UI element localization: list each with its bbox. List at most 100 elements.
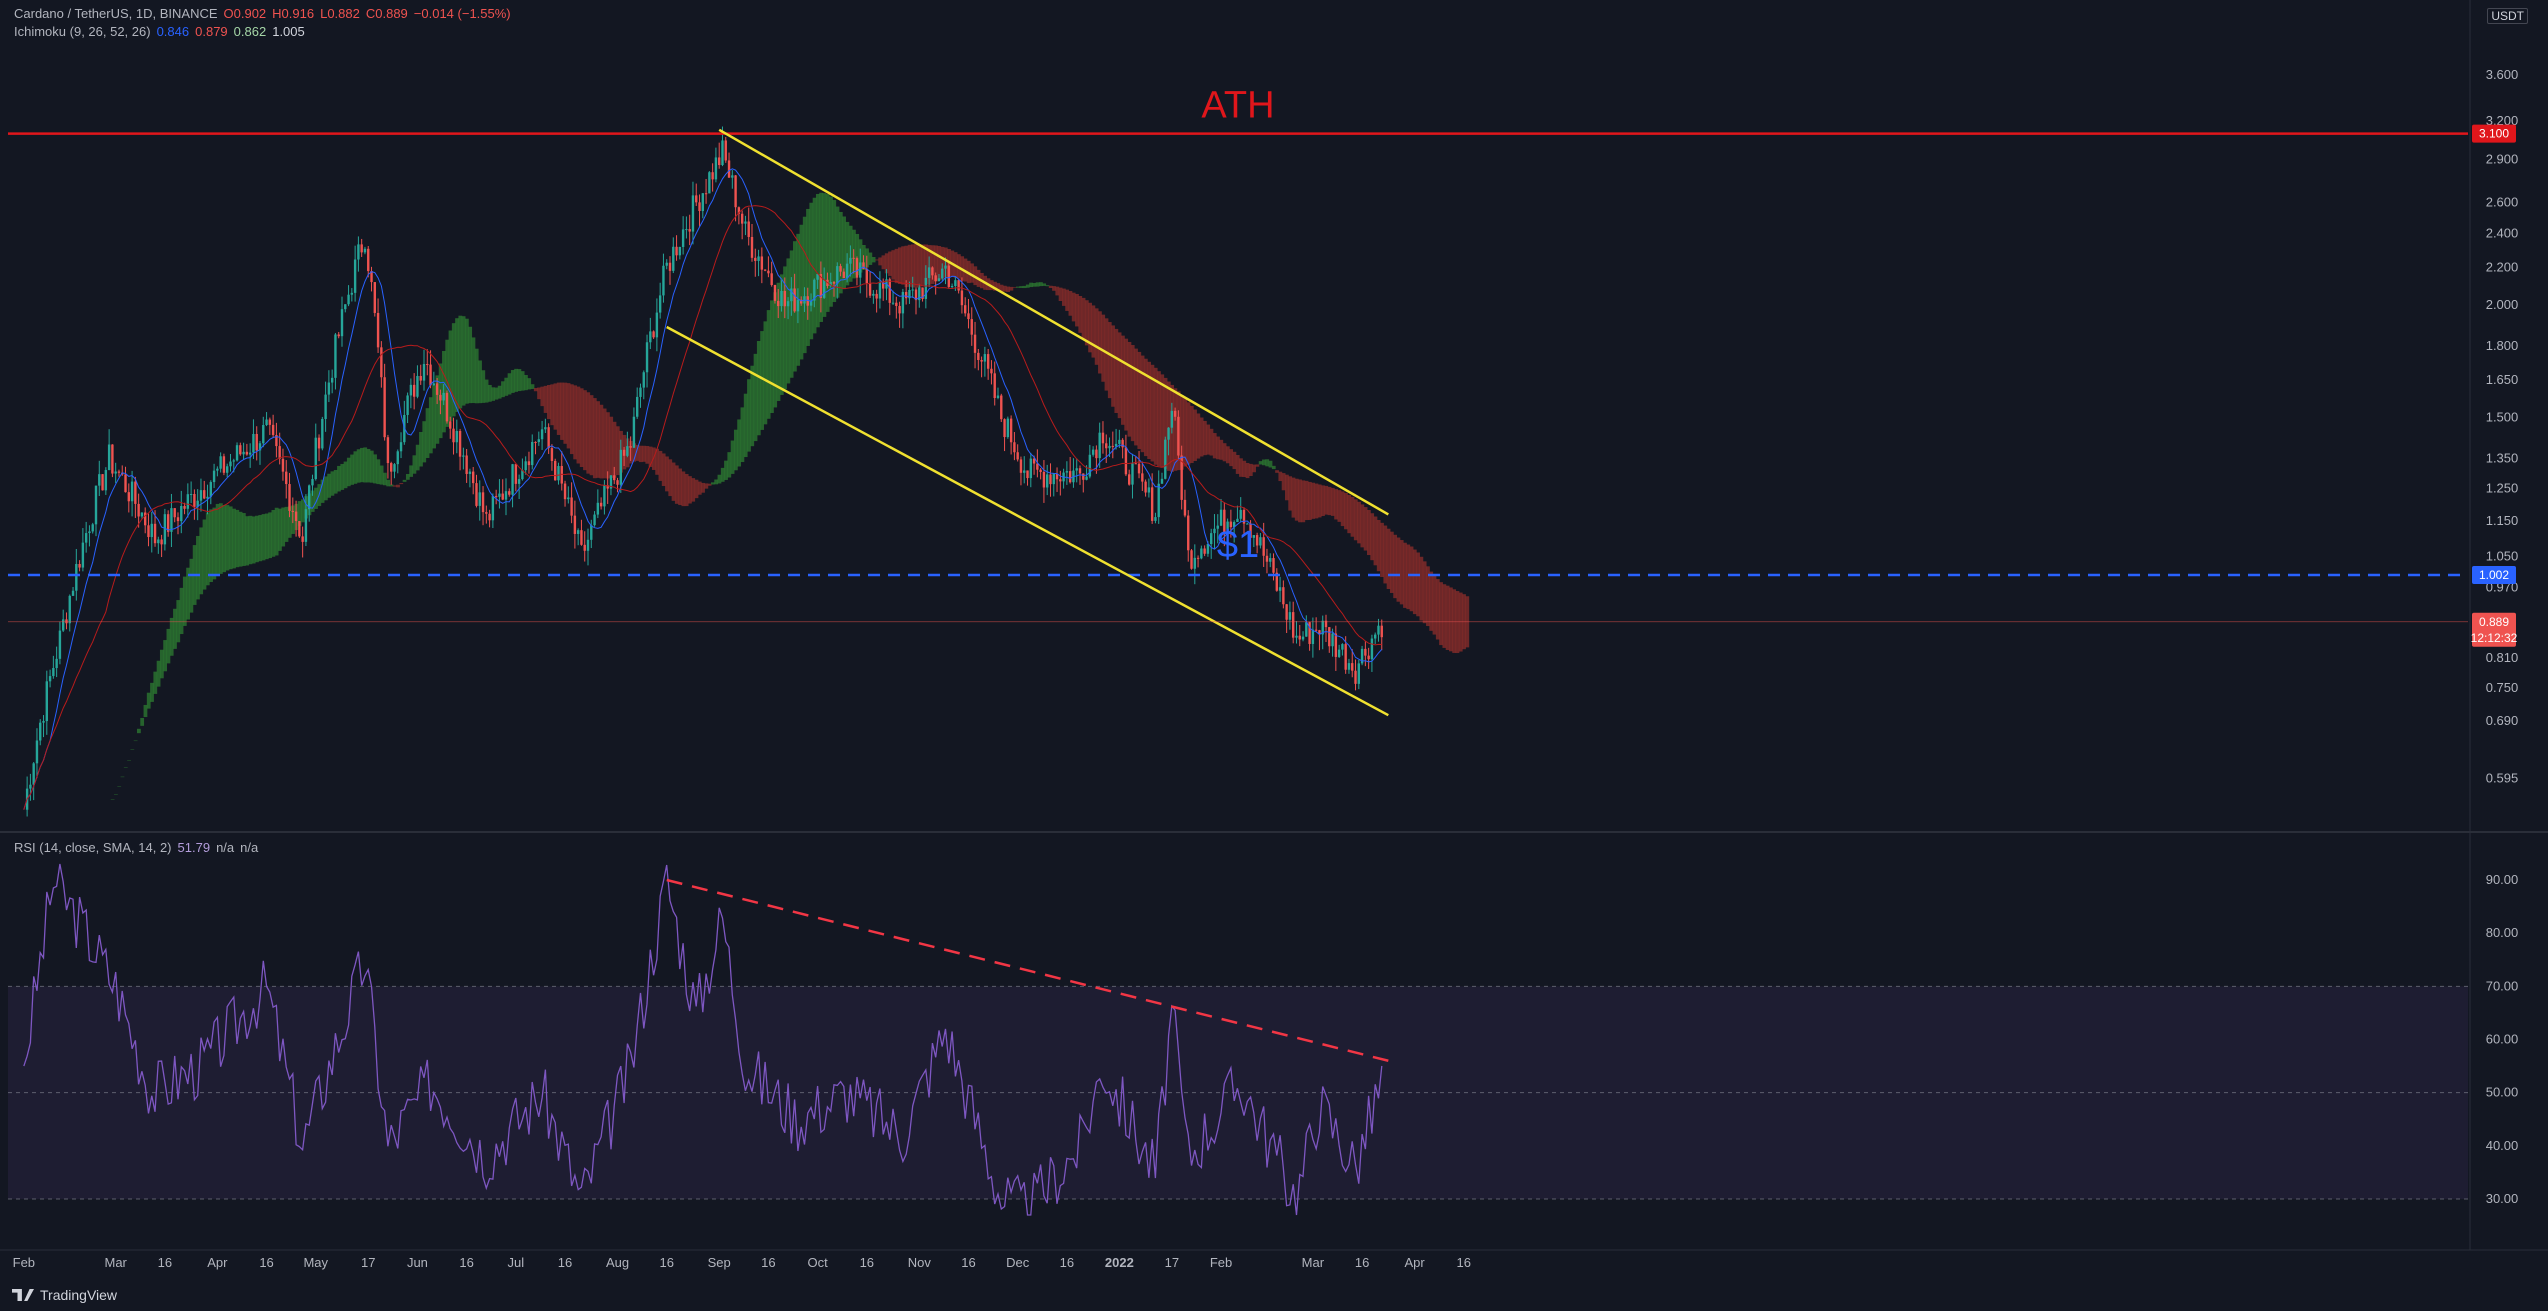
cloud-segment bbox=[1340, 491, 1345, 527]
cloud-segment bbox=[881, 255, 886, 270]
cloud-segment bbox=[717, 474, 722, 484]
ath-price-badge-bg bbox=[2472, 124, 2516, 143]
rsi-line bbox=[23, 863, 1383, 1216]
candle-body bbox=[71, 590, 75, 596]
candle-body bbox=[1121, 439, 1124, 448]
price-tick: 2.000 bbox=[2486, 297, 2519, 312]
candle-body bbox=[1118, 439, 1121, 444]
ichimoku-conversion: 0.846 bbox=[156, 24, 190, 39]
tradingview-brand[interactable]: TradingView bbox=[12, 1287, 117, 1303]
cloud-segment bbox=[461, 316, 466, 406]
candle-body bbox=[58, 630, 62, 659]
cloud-segment bbox=[487, 384, 492, 402]
candle-body bbox=[711, 172, 714, 180]
candle-body bbox=[662, 265, 665, 296]
cloud-segment bbox=[727, 452, 732, 478]
currency-badge[interactable]: USDT bbox=[2487, 8, 2528, 24]
rsi-legend[interactable]: RSI (14, close, SMA, 14, 2) 51.79 n/a n/… bbox=[14, 840, 258, 855]
ichimoku-legend[interactable]: Ichimoku (9, 26, 52, 26) 0.846 0.879 0.8… bbox=[14, 24, 305, 39]
candle-body bbox=[1055, 473, 1059, 480]
cloud-segment bbox=[153, 671, 158, 694]
rsi-tick: 60.00 bbox=[2486, 1032, 2519, 1047]
cloud-segment bbox=[812, 197, 817, 334]
cloud-segment bbox=[428, 397, 433, 454]
candle-body bbox=[996, 395, 1000, 399]
cloud-segment bbox=[1104, 318, 1109, 391]
cloud-segment bbox=[878, 257, 883, 266]
candle-body bbox=[1059, 479, 1062, 482]
cloud-segment bbox=[202, 519, 207, 590]
cloud-segment bbox=[458, 315, 463, 409]
candle-body bbox=[262, 425, 265, 444]
cloud-segment bbox=[799, 224, 804, 360]
cloud-segment bbox=[694, 479, 699, 499]
candle-body bbox=[563, 483, 567, 500]
cloud-segment bbox=[287, 506, 292, 538]
ichimoku-base-line bbox=[23, 205, 1382, 810]
candle-body bbox=[855, 258, 859, 278]
candle-body bbox=[629, 446, 632, 448]
candle-body bbox=[941, 268, 944, 279]
cloud-segment bbox=[1412, 549, 1417, 615]
candle-body bbox=[1193, 557, 1196, 569]
candle-body bbox=[632, 416, 636, 448]
candle-body bbox=[911, 289, 914, 291]
candle-body bbox=[399, 442, 403, 452]
candle-body bbox=[222, 456, 226, 473]
candle-body bbox=[170, 508, 173, 532]
time-tick: 2022 bbox=[1105, 1255, 1134, 1270]
candle-body bbox=[117, 471, 121, 473]
cloud-segment bbox=[592, 398, 597, 479]
candle-body bbox=[206, 496, 209, 499]
cloud-segment bbox=[366, 448, 371, 483]
cloud-segment bbox=[1294, 478, 1299, 521]
cloud-segment bbox=[556, 382, 561, 435]
candle-body bbox=[478, 492, 481, 506]
cloud-segment bbox=[1442, 584, 1447, 648]
cloud-segment bbox=[343, 461, 348, 489]
candle-body bbox=[258, 443, 262, 451]
cloud-segment bbox=[1016, 286, 1020, 288]
candle-body bbox=[1232, 521, 1236, 528]
cloud-segment bbox=[396, 484, 400, 488]
candle-body bbox=[599, 502, 603, 507]
candle-body bbox=[396, 451, 399, 465]
candle-body bbox=[1380, 625, 1383, 638]
candle-body bbox=[901, 291, 905, 314]
cloud-segment bbox=[1078, 295, 1083, 333]
cloud-segment bbox=[901, 246, 906, 285]
cloud-segment bbox=[1373, 516, 1378, 566]
cloud-segment bbox=[251, 516, 256, 564]
cloud-segment bbox=[510, 370, 515, 393]
candle-body bbox=[1219, 509, 1223, 526]
candle-body bbox=[1285, 604, 1288, 620]
time-tick: Apr bbox=[207, 1255, 228, 1270]
rsi-trendline bbox=[666, 878, 1389, 1062]
candle-body bbox=[898, 305, 901, 314]
rsi-na-2: n/a bbox=[240, 840, 259, 855]
candle-body bbox=[1213, 528, 1216, 534]
candle-body bbox=[304, 509, 308, 542]
candle-body bbox=[1167, 427, 1170, 440]
cloud-segment bbox=[209, 509, 213, 583]
cloud-segment bbox=[615, 426, 620, 476]
candle-body bbox=[1337, 649, 1341, 657]
cloud-segment bbox=[1452, 589, 1457, 653]
candle-body bbox=[1098, 432, 1101, 459]
price-tick: 2.900 bbox=[2486, 152, 2519, 167]
cloud-segment bbox=[140, 717, 145, 726]
candle-body bbox=[527, 461, 531, 466]
cloud-segment bbox=[1203, 420, 1207, 456]
price-tick: 2.400 bbox=[2486, 226, 2519, 241]
cloud-segment bbox=[314, 487, 318, 509]
cloud-segment bbox=[1153, 367, 1158, 465]
candle-body bbox=[45, 681, 48, 722]
candle-body bbox=[757, 256, 760, 261]
cloud-segment bbox=[1193, 409, 1197, 461]
cloud-segment bbox=[497, 385, 502, 399]
cloud-segment bbox=[753, 353, 758, 442]
cloud-segment bbox=[668, 459, 673, 497]
candle-body bbox=[209, 482, 212, 497]
cloud-segment bbox=[1002, 285, 1007, 292]
